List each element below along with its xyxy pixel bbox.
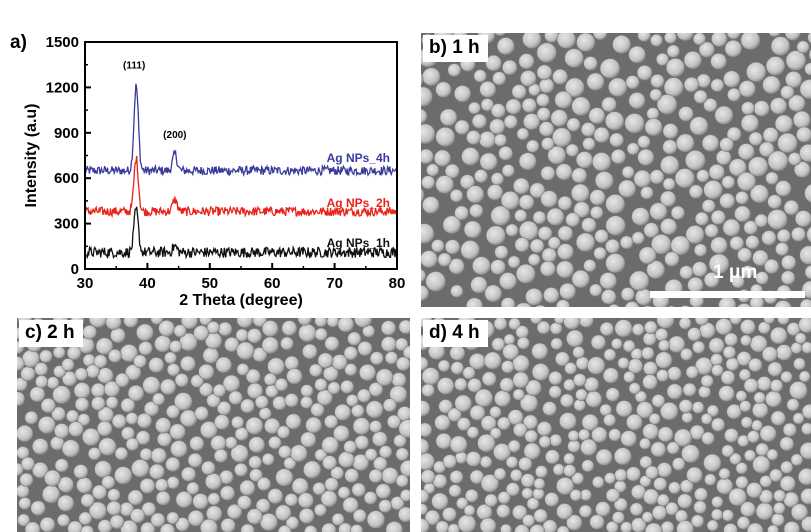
x-axis-label: 2 Theta (degree): [179, 292, 303, 309]
scale-bar-label: 1 μm: [713, 262, 758, 283]
y-tick-label-4: 1200: [46, 79, 79, 96]
legend-label-0: Ag NPs_4h: [327, 151, 390, 165]
x-tick-label-1: 40: [139, 275, 156, 292]
scale-bar: [650, 291, 805, 298]
xrd-panel: 30 40 50 60 70 80 0 300 600 900 1200 1500 2 Theta (d…: [0, 0, 415, 315]
y-tick-label-5: 1500: [46, 34, 79, 51]
panel-b-label: b) 1 h: [423, 35, 488, 62]
x-tick-label-5: 80: [389, 275, 406, 292]
sem-particles-2h: [17, 318, 410, 532]
sem-particles-4h: [421, 318, 811, 532]
panel-d-label: d) 4 h: [423, 320, 488, 347]
series-line-2: [84, 206, 398, 260]
xrd-chart: 30 40 50 60 70 80 0 300 600 900 1200 1500 2 Theta (d…: [23, 34, 406, 309]
y-tick-label-3: 900: [54, 125, 79, 142]
peak-annotation-1: (200): [163, 130, 186, 141]
series-line-0: [84, 83, 398, 178]
x-tick-label-4: 70: [326, 275, 343, 292]
series-line-1: [84, 155, 398, 219]
sem-image-1h: b) 1 h 1 μm: [421, 33, 811, 307]
sem-image-2h: c) 2 h: [17, 318, 410, 532]
legend-label-2: Ag NPs_1h: [327, 236, 390, 250]
y-tick-label-1: 300: [54, 216, 79, 233]
y-tick-label-2: 600: [54, 170, 79, 187]
peak-annotation-0: (111): [123, 60, 145, 71]
sem-particles-1h: [421, 33, 811, 307]
x-tick-label-3: 60: [264, 275, 281, 292]
y-axis-label: Intensity (a.u): [23, 103, 40, 207]
x-tick-label-2: 50: [201, 275, 218, 292]
sem-image-4h: d) 4 h: [421, 318, 811, 532]
x-tick-label-0: 30: [77, 275, 94, 292]
panel-a-letter: a): [10, 32, 27, 53]
y-tick-label-0: 0: [71, 261, 79, 278]
legend-label-1: Ag NPs_2h: [327, 196, 390, 210]
panel-c-label: c) 2 h: [19, 320, 83, 347]
